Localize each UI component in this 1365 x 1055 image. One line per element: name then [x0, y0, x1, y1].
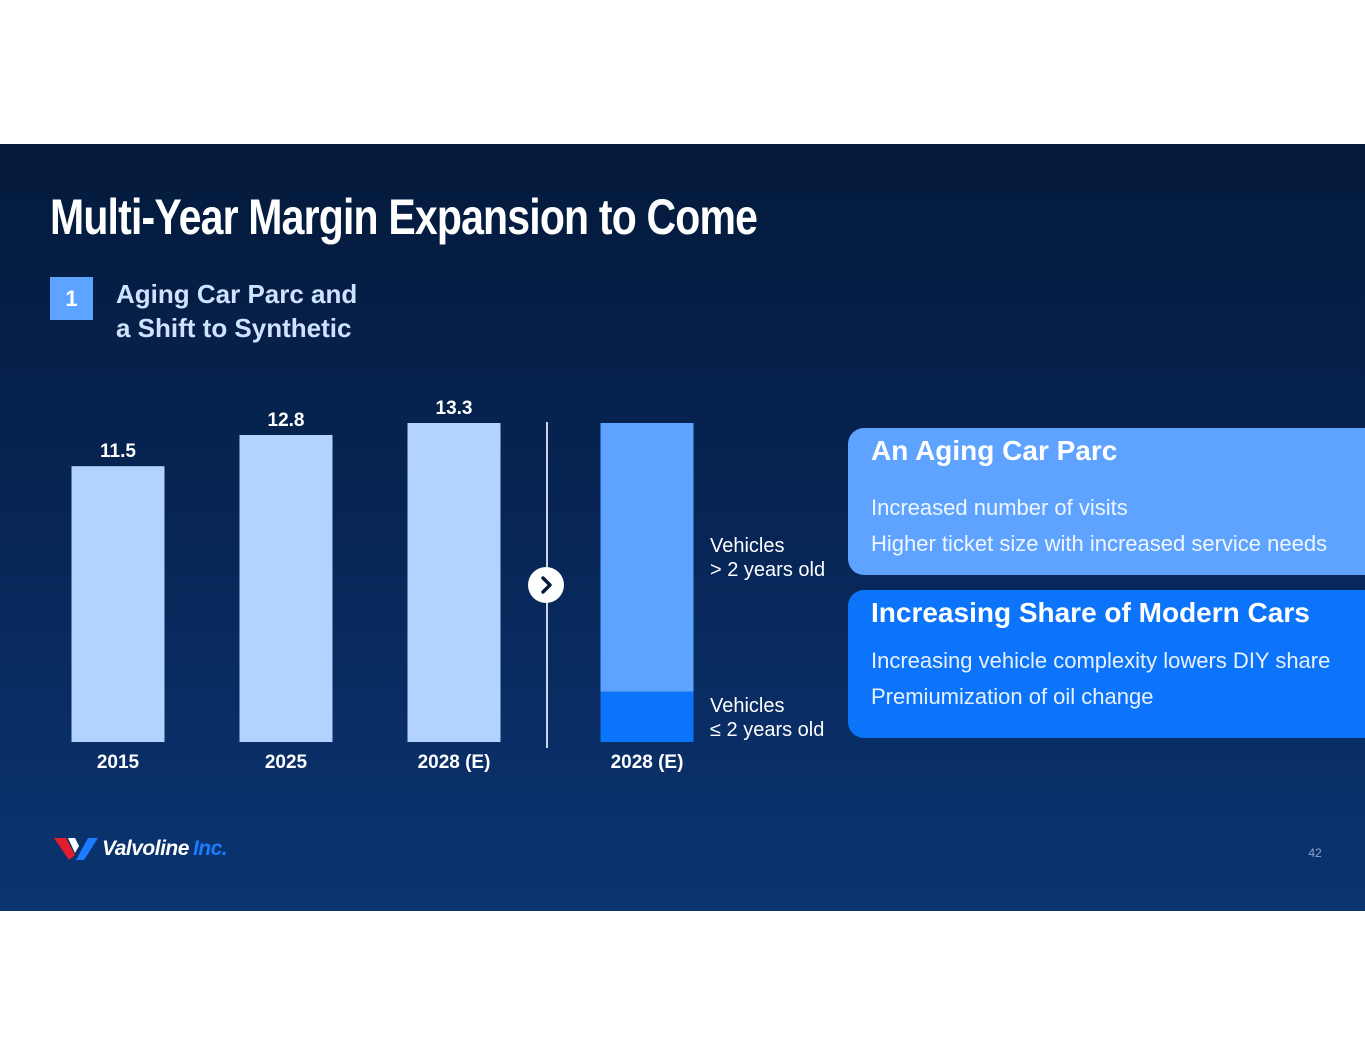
x-tick-label: 2025 — [265, 752, 308, 773]
stack-segment-newer-vehicles — [600, 691, 694, 742]
page-number: 42 — [1308, 846, 1322, 860]
legend-newer-line-1: Vehicles — [710, 695, 785, 717]
stack-segment-older-vehicles — [600, 423, 694, 692]
card-modern-cars: Increasing Share of Modern Cars Increasi… — [848, 590, 1365, 738]
card-line: Increasing vehicle complexity lowers DIY… — [871, 648, 1331, 673]
legend-older-line-1: Vehicles — [710, 535, 785, 557]
chevron-right-glyph — [541, 576, 552, 594]
legend-older-vehicles: Vehicles > 2 years old — [710, 534, 825, 582]
card-line: Higher ticket size with increased servic… — [871, 531, 1328, 556]
card-line: Increased number of visits — [871, 495, 1128, 520]
data-label: 13.3 — [436, 398, 473, 419]
card-title: Increasing Share of Modern Cars — [871, 597, 1310, 628]
legend-newer-line-2: ≤ 2 years old — [710, 719, 825, 741]
valvoline-v-logo-icon — [54, 838, 98, 860]
legend-newer-vehicles: Vehicles ≤ 2 years old — [710, 694, 824, 742]
data-label: 11.5 — [100, 441, 136, 462]
x-tick-label: 2015 — [97, 752, 140, 773]
x-tick-label: 2028 (E) — [611, 752, 684, 773]
data-label: 12.8 — [268, 410, 305, 431]
bar-2025 — [239, 434, 333, 742]
bar-2015 — [71, 466, 165, 742]
legend-older-line-2: > 2 years old — [710, 559, 826, 581]
card-aging-car-parc: An Aging Car Parc Increased number of vi… — [848, 428, 1365, 575]
valvoline-logo: Valvoline Inc. — [54, 836, 228, 862]
bar-2028-e- — [407, 423, 501, 742]
logo-suffix: Inc. — [192, 837, 228, 860]
subtitle-line-2: a Shift to Synthetic — [116, 313, 352, 343]
logo-brand: Valvoline — [102, 837, 189, 860]
logo-wordmark: Valvoline Inc. — [102, 837, 228, 861]
chevron-right-icon — [528, 567, 564, 603]
card-title: An Aging Car Parc — [871, 435, 1118, 466]
section-subtitle: Aging Car Parc and a Shift to Synthetic — [116, 277, 416, 345]
x-tick-label: 2028 (E) — [418, 752, 491, 773]
bar-chart: 11.5 2015 12.8 2025 13.3 2028 (E) 2028 (E) — [71, 398, 694, 773]
section-number-badge: 1 — [50, 277, 93, 320]
slide-title: Multi-Year Margin Expansion to Come — [50, 189, 758, 245]
card-line: Premiumization of oil change — [871, 684, 1154, 709]
slide: Multi-Year Margin Expansion to Come 1 Ag… — [0, 144, 1365, 911]
subtitle-line-1: Aging Car Parc and — [116, 279, 358, 309]
